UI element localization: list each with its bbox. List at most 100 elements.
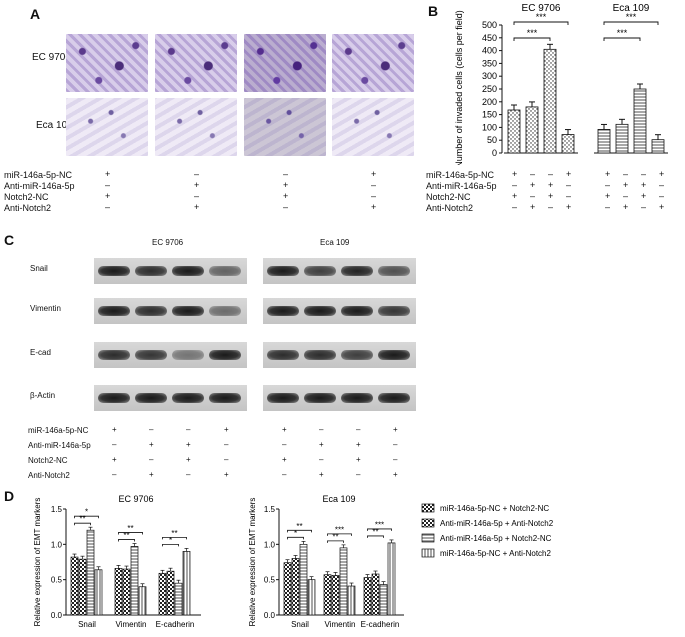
treatment-sign: – bbox=[566, 180, 572, 190]
y-tick-label: 450 bbox=[482, 33, 497, 43]
treatment-sign: + bbox=[356, 440, 361, 449]
sig-label: *** bbox=[617, 28, 628, 38]
sig-bracket bbox=[603, 21, 659, 25]
blot-band bbox=[341, 306, 373, 316]
treatment-sign: + bbox=[371, 202, 377, 212]
group-title: EC 9706 bbox=[522, 3, 561, 14]
blot-band bbox=[209, 306, 241, 316]
treatment-sign: – bbox=[149, 455, 154, 464]
treatment-sign: + bbox=[105, 191, 111, 201]
sig-label: *** bbox=[527, 28, 538, 38]
sig-label: ** bbox=[127, 524, 133, 533]
blot-band bbox=[172, 306, 204, 316]
blot-band bbox=[304, 306, 336, 316]
blot-title-ec9706: EC 9706 bbox=[152, 238, 184, 247]
blot-band bbox=[267, 350, 299, 360]
blot-band bbox=[378, 393, 410, 403]
treatment-sign: + bbox=[659, 169, 665, 179]
row-label-ec9706: EC 9706 bbox=[32, 52, 71, 63]
treatment-sign: – bbox=[194, 191, 200, 201]
treatment-sign: + bbox=[605, 169, 611, 179]
legend-swatch bbox=[421, 533, 435, 543]
treatment-sign: + bbox=[371, 169, 377, 179]
blot-band bbox=[304, 266, 336, 276]
treatment-sign: + bbox=[659, 202, 665, 212]
sig-label: * bbox=[169, 536, 172, 545]
y-axis-label: Relative expression of EMT markers bbox=[33, 498, 42, 627]
treatment-sign: – bbox=[319, 425, 324, 434]
bar bbox=[331, 575, 340, 616]
sig-bracket bbox=[513, 21, 569, 25]
blot-band bbox=[341, 350, 373, 360]
bar bbox=[299, 543, 308, 616]
treatment-sign: – bbox=[224, 455, 229, 464]
treatment-sign: – bbox=[641, 169, 647, 179]
blot-band bbox=[267, 393, 299, 403]
micrograph-eca109 bbox=[155, 98, 237, 156]
sig-label: ** bbox=[372, 527, 378, 536]
bar bbox=[158, 572, 167, 616]
sig-bracket bbox=[603, 37, 641, 41]
treatment-label: Anti-Notch2 bbox=[426, 203, 474, 213]
micrograph-ec9706 bbox=[332, 34, 414, 92]
treatment-sign: + bbox=[605, 191, 611, 201]
bar bbox=[561, 134, 575, 154]
legend-swatch bbox=[421, 518, 435, 528]
y-tick-label: 0.0 bbox=[264, 611, 276, 620]
y-tick-label: 400 bbox=[482, 46, 497, 56]
treatment-sign: – bbox=[371, 191, 377, 201]
blot-label: Snail bbox=[30, 264, 48, 273]
bar bbox=[323, 574, 332, 616]
blot-band bbox=[209, 393, 241, 403]
bar bbox=[379, 584, 388, 616]
blot-band bbox=[98, 393, 130, 403]
panel-b-label: B bbox=[428, 3, 439, 19]
bar bbox=[138, 586, 147, 616]
legend-swatch bbox=[421, 548, 435, 558]
treatment-sign: + bbox=[224, 425, 229, 434]
micrograph-ec9706 bbox=[66, 34, 148, 92]
blot-band bbox=[267, 266, 299, 276]
x-category-label: Snail bbox=[78, 620, 96, 629]
treatment-sign: – bbox=[605, 202, 611, 212]
bar bbox=[78, 558, 87, 616]
treatment-sign: + bbox=[356, 455, 361, 464]
treatment-sign: – bbox=[641, 202, 647, 212]
blot-band bbox=[209, 350, 241, 360]
y-tick-label: 200 bbox=[482, 97, 497, 107]
treatment-label: Anti-miR-146a-5p bbox=[4, 181, 75, 191]
emt-chart-eca109: Eca 109 Relative expression of EMT marker… bbox=[248, 494, 404, 629]
blot-band bbox=[378, 306, 410, 316]
treatment-sign: – bbox=[623, 169, 629, 179]
panel-c-label: C bbox=[4, 232, 15, 248]
bar bbox=[507, 109, 521, 154]
bar bbox=[615, 123, 629, 154]
treatment-sign: + bbox=[112, 425, 117, 434]
bar bbox=[70, 556, 79, 616]
sig-bracket bbox=[513, 37, 551, 41]
treatment-sign: – bbox=[605, 180, 611, 190]
emt-chart-ec9706: EC 9706 Relative expression of EMT marker… bbox=[33, 494, 201, 629]
y-tick-label: 100 bbox=[482, 122, 497, 132]
treatment-sign: – bbox=[393, 440, 398, 449]
treatment-sign: + bbox=[186, 455, 191, 464]
blot-band bbox=[341, 266, 373, 276]
treatment-sign: + bbox=[319, 440, 324, 449]
bar bbox=[633, 88, 647, 154]
treatment-sign: + bbox=[194, 202, 200, 212]
sig-bracket bbox=[74, 515, 99, 519]
x-category-label: E-cadherin bbox=[156, 620, 195, 629]
treatment-sign: – bbox=[512, 202, 518, 212]
blot-band bbox=[378, 266, 410, 276]
treatment-sign: – bbox=[566, 191, 572, 201]
y-tick-label: 0.0 bbox=[51, 611, 63, 620]
treatment-sign: – bbox=[283, 169, 289, 179]
blot-band bbox=[172, 393, 204, 403]
treatment-sign: + bbox=[393, 425, 398, 434]
bar bbox=[94, 569, 103, 616]
treatment-label: Notch2-NC bbox=[28, 456, 68, 465]
blot-band bbox=[135, 350, 167, 360]
treatment-sign: + bbox=[530, 202, 536, 212]
treatment-sign: – bbox=[283, 202, 289, 212]
sig-bracket bbox=[118, 539, 135, 542]
